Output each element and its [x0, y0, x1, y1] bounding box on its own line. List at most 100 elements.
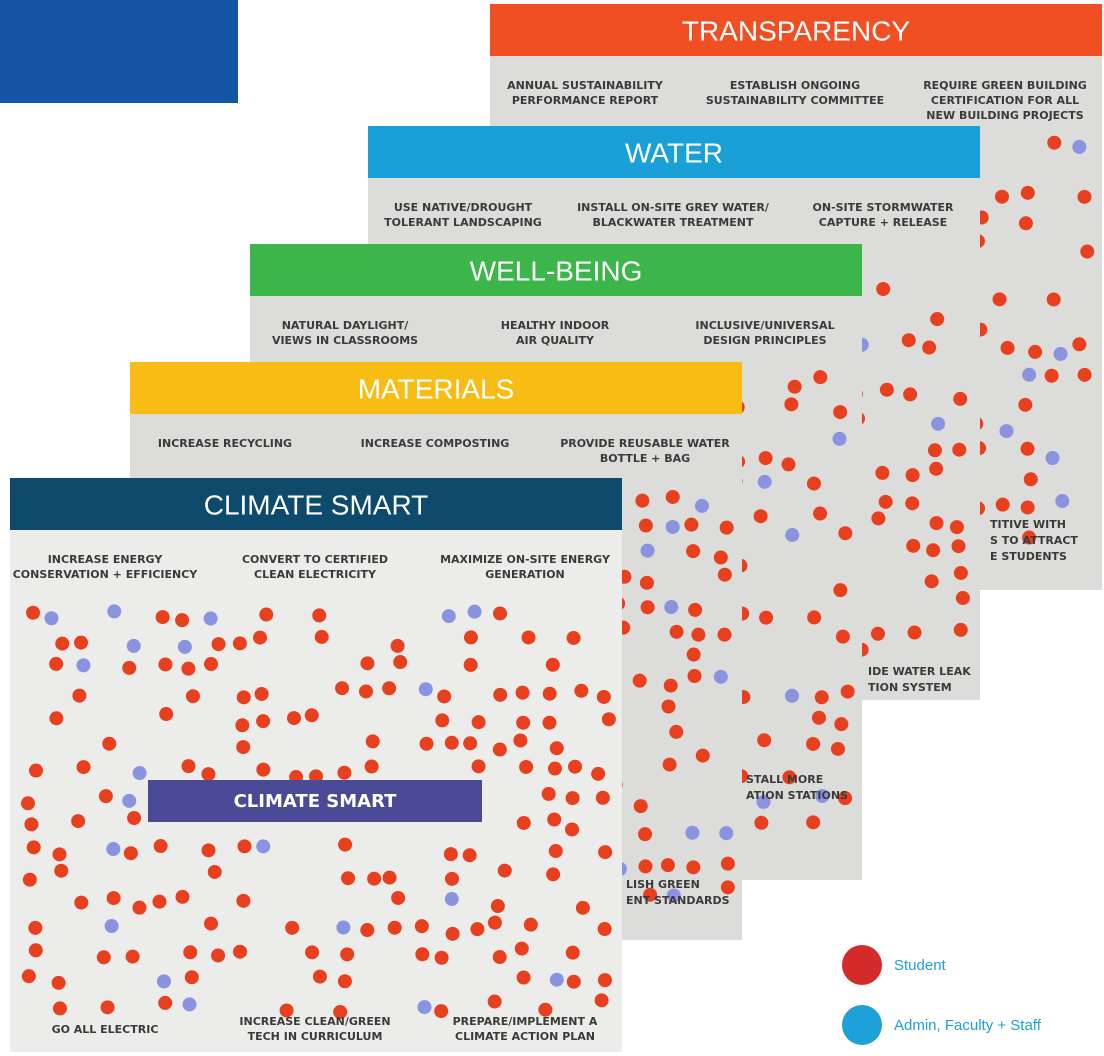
vote-dot [832, 431, 847, 446]
board-header-text: WATER [625, 137, 723, 168]
vote-dot [720, 856, 735, 871]
vote-dot [417, 1000, 432, 1015]
vote-dot [387, 920, 402, 935]
vote-dot [72, 688, 87, 703]
board-header-text: CLIMATE SMART [204, 489, 429, 520]
vote-dot [1055, 494, 1070, 509]
vote-dot [254, 686, 269, 701]
board-header-text: TRANSPARENCY [682, 15, 911, 46]
item-title: GENERATION [485, 568, 565, 581]
vote-dot [435, 713, 450, 728]
vote-dot [784, 397, 799, 412]
vote-dot [833, 583, 848, 598]
vote-dot [992, 292, 1007, 307]
vote-dot [29, 763, 44, 778]
vote-dot [132, 900, 147, 915]
vote-dot [1077, 367, 1092, 382]
item-title-partial: S TO ATTRACT [990, 534, 1078, 547]
vote-dot [548, 844, 563, 859]
vote-dot [308, 769, 323, 784]
vote-dot [158, 657, 173, 672]
vote-dot [236, 740, 251, 755]
item-title: BOTTLE + BAG [600, 452, 690, 465]
vote-dot [203, 611, 218, 626]
vote-dot [441, 609, 456, 624]
vote-dot [106, 842, 121, 857]
vote-dot [470, 922, 485, 937]
vote-dot [391, 890, 406, 905]
vote-dot [753, 509, 768, 524]
vote-dot [123, 846, 138, 861]
vote-dot [333, 1004, 348, 1019]
vote-dot [521, 630, 536, 645]
vote-dot [493, 687, 508, 702]
vote-dot [360, 923, 375, 938]
vote-dot [122, 660, 137, 675]
vote-dot [953, 565, 968, 580]
vote-dot [757, 733, 772, 748]
vote-dot [434, 950, 449, 965]
vote-dot [367, 871, 382, 886]
vote-dot [640, 543, 655, 558]
vote-dot [687, 669, 702, 684]
vote-dot [153, 839, 168, 854]
vote-dot [757, 474, 772, 489]
vote-dot [237, 839, 252, 854]
vote-dot [813, 370, 828, 385]
vote-dot [182, 997, 197, 1012]
item-title: ESTABLISH ONGOING [730, 79, 860, 92]
vote-dot [235, 718, 250, 733]
legend-swatch [842, 945, 882, 985]
vote-dot [487, 915, 502, 930]
vote-dot [463, 657, 478, 672]
vote-dot [285, 920, 300, 935]
item-title-partial: STALL MORE [746, 773, 823, 786]
vote-dot [122, 793, 137, 808]
vote-dot [719, 826, 734, 841]
vote-dot [931, 416, 946, 431]
vote-dot [661, 699, 676, 714]
vote-dot [951, 539, 966, 554]
vote-dot [665, 489, 680, 504]
vote-dot [759, 610, 774, 625]
item-title-partial: E STUDENTS [990, 550, 1067, 563]
vote-dot [304, 708, 319, 723]
vote-dot [926, 543, 941, 558]
item-title: BLACKWATER TREATMENT [593, 216, 754, 229]
vote-dot [595, 790, 610, 805]
vote-dot [382, 681, 397, 696]
vote-dot [870, 626, 885, 641]
vote-dot [905, 496, 920, 511]
vote-dot [686, 647, 701, 662]
vote-dot [785, 528, 800, 543]
item-title: AIR QUALITY [516, 334, 595, 347]
vote-dot [597, 922, 612, 937]
vote-dot [382, 870, 397, 885]
vote-dot [664, 600, 679, 615]
vote-dot [336, 920, 351, 935]
vote-dot [565, 945, 580, 960]
vote-dot [312, 969, 327, 984]
vote-dot [660, 858, 675, 873]
vote-dot [903, 387, 918, 402]
vote-dot [639, 575, 654, 590]
vote-dot [598, 845, 613, 860]
vote-dot [21, 969, 36, 984]
vote-dot [236, 690, 251, 705]
vote-dot [463, 630, 478, 645]
vote-dot [1020, 500, 1035, 515]
item-title-partial: IDE WATER LEAK [868, 665, 971, 678]
item-title: PERFORMANCE REPORT [512, 94, 659, 107]
item-title: INCREASE COMPOSTING [361, 437, 510, 450]
vote-dot [1053, 346, 1068, 361]
vote-dot [236, 893, 251, 908]
vote-dot [201, 843, 216, 858]
vote-dot [922, 340, 937, 355]
board-header [250, 244, 862, 296]
vote-dot [953, 391, 968, 406]
vote-dot [49, 711, 64, 726]
item-title: PREPARE/IMPLEMENT A [453, 1015, 598, 1028]
vote-dot [107, 604, 122, 619]
vote-dot [1028, 344, 1043, 359]
